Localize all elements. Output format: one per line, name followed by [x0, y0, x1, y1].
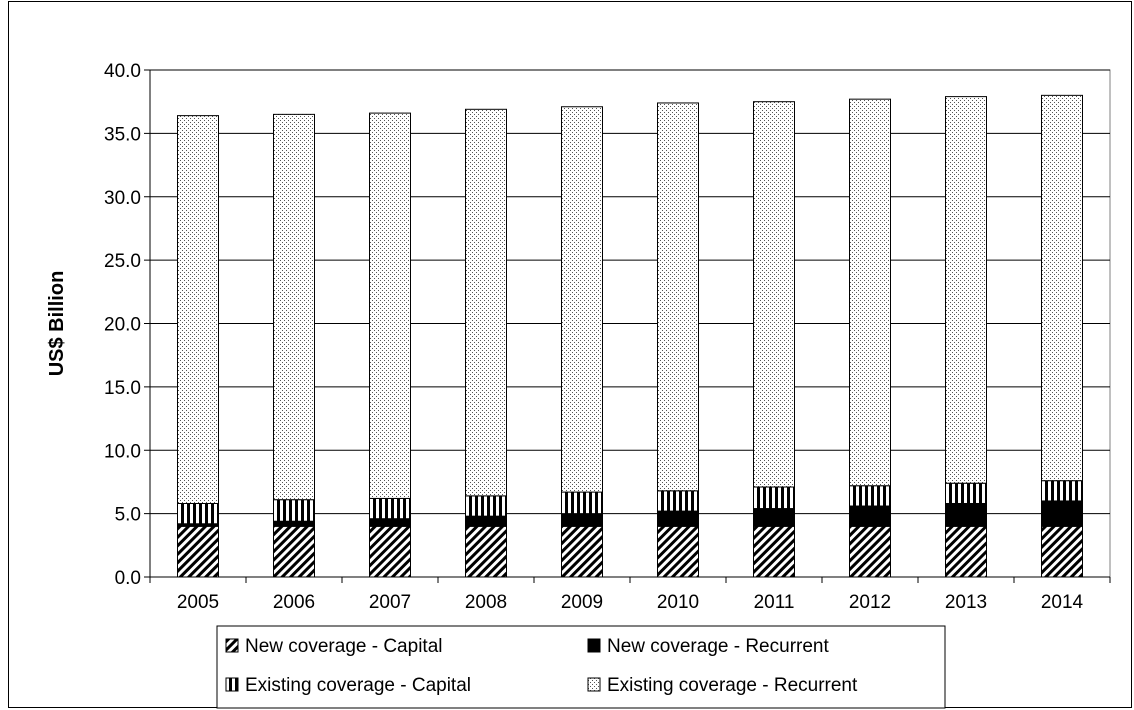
bar-segment-2 [657, 510, 699, 527]
x-tick-label: 2011 [754, 592, 795, 613]
x-tick-label: 2010 [657, 592, 699, 613]
y-tick-label: 15.0 [104, 378, 141, 399]
bar-segment-3 [945, 482, 987, 504]
x-tick-label: 2014 [1041, 592, 1084, 613]
x-tick-label: 2007 [369, 592, 411, 613]
bar-segment-3 [369, 497, 411, 520]
x-tick-label: 2005 [177, 592, 219, 613]
bar-segment-2 [753, 508, 795, 527]
y-tick-label: 5.0 [115, 505, 141, 526]
bar-segment-1 [1041, 525, 1083, 578]
y-axis-title: US$ Billion [46, 271, 68, 377]
bar-segment-3 [657, 490, 699, 512]
bar-segment-4 [273, 113, 315, 501]
bar-segment-1 [657, 525, 699, 578]
bar-segment-2 [849, 505, 891, 527]
bar-segment-3 [273, 499, 315, 522]
bar-segment-2 [369, 518, 411, 527]
bar-segment-3 [465, 495, 507, 517]
bar-segment-2 [465, 515, 507, 527]
x-tick-label: 2012 [849, 592, 891, 613]
bar-segment-4 [945, 96, 987, 484]
bar-segment-3 [561, 491, 603, 515]
bar-segment-4 [369, 112, 411, 499]
y-tick-label: 40.0 [104, 61, 141, 82]
legend-label-2: New coverage - Recurrent [607, 636, 829, 657]
bar-segment-1 [369, 525, 411, 578]
legend-label-4: Existing coverage - Recurrent [607, 675, 858, 696]
legend-swatch-1 [225, 638, 239, 653]
bar-segment-1 [945, 525, 987, 578]
bar-segment-4 [1041, 94, 1083, 482]
legend-box [216, 625, 946, 709]
legend-swatch-4 [587, 677, 601, 692]
legend-swatch-3 [225, 677, 239, 692]
bar-segment-3 [177, 502, 219, 525]
legend-swatch-2 [587, 638, 601, 653]
bar-segment-1 [753, 525, 795, 578]
bar-segment-3 [753, 486, 795, 510]
bar-segment-1 [273, 525, 315, 578]
bar-segment-4 [465, 108, 507, 497]
bar-segment-3 [1041, 480, 1083, 502]
bars [177, 94, 1083, 578]
axes: 0.0 5.0 10.0 15.0 20.0 25.0 30.0 35.0 40.0 2005 20… [104, 61, 1111, 613]
y-tick-label: 10.0 [104, 441, 141, 462]
x-tick-label: 2009 [561, 592, 603, 613]
x-tick-label: 2008 [465, 592, 507, 613]
y-tick-label: 25.0 [104, 251, 141, 272]
bar-segment-1 [177, 525, 219, 578]
bar-segment-4 [657, 102, 699, 492]
bar-segment-2 [945, 502, 987, 527]
legend-label-1: New coverage - Capital [245, 636, 442, 657]
bar-segment-4 [561, 106, 603, 493]
legend: New coverage - Capital New coverage - Rec… [216, 625, 946, 709]
legend-label-3: Existing coverage - Capital [245, 675, 471, 696]
bar-segment-1 [849, 525, 891, 578]
y-tick-label: 35.0 [104, 124, 141, 145]
bar-segment-4 [753, 101, 795, 488]
y-tick-label: 0.0 [115, 568, 141, 589]
bar-segment-2 [561, 513, 603, 527]
bar-segment-1 [561, 525, 603, 578]
bar-segment-4 [849, 98, 891, 487]
x-tick-label: 2013 [945, 592, 987, 613]
x-tick-label: 2006 [273, 592, 315, 613]
bar-segment-4 [177, 115, 219, 504]
bar-segment-1 [465, 525, 507, 578]
bar-segment-2 [1041, 500, 1083, 527]
y-tick-label: 30.0 [104, 188, 141, 209]
bar-segment-2 [273, 520, 315, 527]
y-tick-label: 20.0 [104, 315, 141, 336]
bar-segment-3 [849, 485, 891, 507]
